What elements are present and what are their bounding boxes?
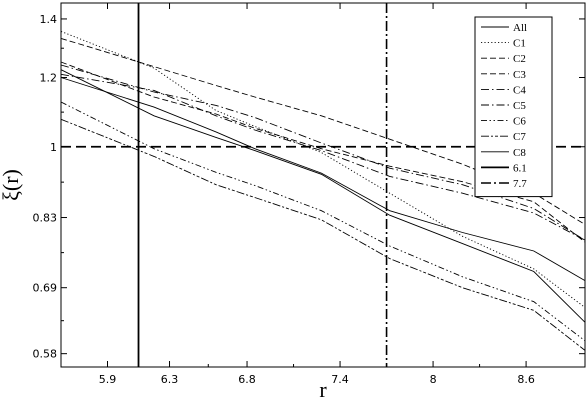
y-axis: 0.58 0.69 0.83 1 1.2 1.4 [33,13,585,361]
legend-label-c8: C8 [513,147,526,159]
legend-label-all: All [513,22,527,34]
series-line-c8 [60,69,586,323]
legend-label-c5: C5 [513,100,526,112]
legend-label-c6: C6 [513,116,526,128]
series-line-all [60,77,586,281]
x-axis: 5.9 6.3 6.8 7.4 8 8.6 [99,3,535,386]
x-tick-label: 5.9 [99,373,117,386]
x-tick-label: 6.3 [161,373,179,386]
legend-label-c1: C1 [513,38,526,50]
series-line-c7 [60,118,586,351]
series-line-c6 [60,101,586,342]
x-tick-label: 8.6 [517,373,535,386]
y-tick-label: 1.4 [40,13,58,26]
legend-label-c2: C2 [513,53,526,65]
legend: All C1 C2 C3 C4 C5 C6 C7 C8 6.1 7.7 [474,16,553,198]
y-tick-label: 0.58 [33,348,58,361]
legend-label-6-1: 6.1 [513,162,527,174]
x-axis-label: r [319,377,327,401]
y-tick-label: 0.83 [33,212,58,225]
legend-label-c7: C7 [513,131,526,143]
y-tick-label: 1 [50,141,57,154]
y-tick-label: 0.69 [33,282,58,295]
y-axis-label: ξ(r) [0,169,23,201]
legend-label-7-7: 7.7 [513,178,527,190]
legend-label-c4: C4 [513,84,526,96]
x-tick-label: 6.8 [238,373,256,386]
y-tick-label: 1.2 [40,71,58,84]
legend-label-c3: C3 [513,69,526,81]
x-tick-label: 8 [430,373,437,386]
series-line-c4 [60,64,586,241]
series-line-c5 [60,73,586,241]
plot-frame [60,2,586,368]
x-tick-label: 7.4 [331,373,349,386]
